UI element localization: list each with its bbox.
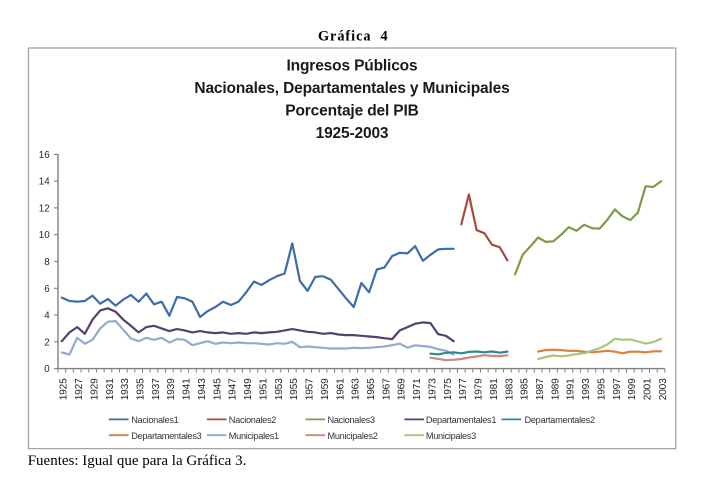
svg-text:Nacionales2: Nacionales2 bbox=[229, 415, 276, 425]
svg-text:1973: 1973 bbox=[427, 378, 438, 400]
svg-text:Porcentaje del PIB: Porcentaje del PIB bbox=[285, 102, 418, 119]
svg-text:Municipales1: Municipales1 bbox=[229, 431, 279, 441]
svg-text:14: 14 bbox=[39, 177, 50, 188]
svg-text:1957: 1957 bbox=[305, 378, 316, 400]
svg-text:1941: 1941 bbox=[182, 378, 193, 400]
svg-text:Ingresos Públicos: Ingresos Públicos bbox=[287, 58, 418, 75]
svg-text:1999: 1999 bbox=[627, 378, 638, 400]
svg-text:1979: 1979 bbox=[474, 378, 485, 400]
svg-text:1971: 1971 bbox=[412, 378, 423, 400]
svg-text:1993: 1993 bbox=[581, 378, 592, 400]
svg-text:1951: 1951 bbox=[258, 378, 269, 400]
svg-text:1965: 1965 bbox=[366, 378, 377, 400]
svg-text:1953: 1953 bbox=[274, 378, 285, 400]
svg-text:0: 0 bbox=[44, 364, 50, 375]
svg-text:1935: 1935 bbox=[136, 378, 147, 400]
svg-text:4: 4 bbox=[44, 311, 50, 322]
svg-text:1987: 1987 bbox=[535, 378, 546, 400]
svg-text:1955: 1955 bbox=[289, 378, 300, 400]
svg-text:1943: 1943 bbox=[197, 378, 208, 400]
svg-text:1989: 1989 bbox=[550, 378, 561, 400]
svg-text:Municipales3: Municipales3 bbox=[426, 431, 476, 441]
svg-text:1977: 1977 bbox=[458, 378, 469, 400]
svg-text:10: 10 bbox=[39, 230, 50, 241]
svg-text:8: 8 bbox=[44, 257, 50, 268]
svg-text:1925: 1925 bbox=[59, 378, 70, 400]
svg-text:1981: 1981 bbox=[489, 378, 500, 400]
svg-text:2001: 2001 bbox=[643, 378, 654, 400]
svg-text:6: 6 bbox=[44, 284, 50, 295]
svg-text:1963: 1963 bbox=[351, 378, 362, 400]
svg-text:Departamentales2: Departamentales2 bbox=[525, 415, 595, 425]
svg-text:12: 12 bbox=[39, 203, 50, 214]
svg-text:1929: 1929 bbox=[89, 378, 100, 400]
svg-text:1959: 1959 bbox=[320, 378, 331, 400]
svg-text:1945: 1945 bbox=[212, 378, 223, 400]
svg-text:Departamentales3: Departamentales3 bbox=[131, 431, 201, 441]
svg-text:Nacionales, Departamentales y: Nacionales, Departamentales y Municipale… bbox=[194, 80, 509, 97]
svg-text:2: 2 bbox=[44, 337, 49, 348]
svg-text:1997: 1997 bbox=[612, 378, 623, 400]
svg-text:Fuentes: Igual que para la Grá: Fuentes: Igual que para la Gráfica 3. bbox=[28, 453, 247, 469]
svg-text:1925-2003: 1925-2003 bbox=[316, 125, 389, 142]
svg-text:1967: 1967 bbox=[381, 378, 392, 400]
svg-text:1991: 1991 bbox=[566, 378, 577, 400]
svg-text:2003: 2003 bbox=[658, 378, 669, 400]
svg-text:1961: 1961 bbox=[335, 378, 346, 400]
svg-text:Gráfica 4: Gráfica 4 bbox=[318, 29, 389, 45]
svg-text:1949: 1949 bbox=[243, 378, 254, 400]
svg-text:1947: 1947 bbox=[228, 378, 239, 400]
svg-text:1933: 1933 bbox=[120, 378, 131, 400]
svg-text:1995: 1995 bbox=[596, 378, 607, 400]
svg-text:16: 16 bbox=[39, 150, 50, 161]
svg-text:1975: 1975 bbox=[443, 378, 454, 400]
svg-text:Municipales2: Municipales2 bbox=[328, 431, 378, 441]
svg-text:Nacionales3: Nacionales3 bbox=[328, 415, 375, 425]
svg-text:1937: 1937 bbox=[151, 378, 162, 400]
svg-text:1969: 1969 bbox=[397, 378, 408, 400]
svg-text:1983: 1983 bbox=[504, 378, 515, 400]
svg-text:Departamentales1: Departamentales1 bbox=[426, 415, 496, 425]
svg-text:1931: 1931 bbox=[105, 378, 116, 400]
svg-text:1985: 1985 bbox=[520, 378, 531, 400]
svg-text:Nacionales1: Nacionales1 bbox=[131, 415, 178, 425]
svg-text:1927: 1927 bbox=[74, 378, 85, 400]
svg-text:1939: 1939 bbox=[166, 378, 177, 400]
